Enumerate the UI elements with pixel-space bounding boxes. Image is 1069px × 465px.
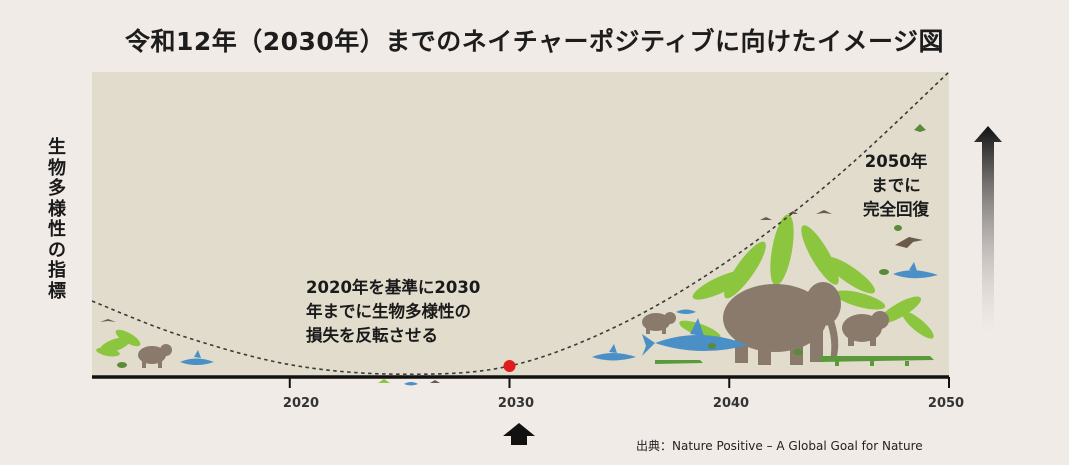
elephant-icon — [642, 312, 676, 334]
annotation-line: 2050年 — [864, 152, 928, 171]
biodiversity-trend-curve — [91, 71, 950, 376]
shark-icon — [893, 262, 938, 279]
target-2030-marker — [503, 360, 516, 372]
y-axis-char: の — [48, 239, 66, 261]
annotation-line: までに — [871, 176, 921, 195]
page-title: 令和12年（2030年）までのネイチャーポジティブに向けたイメージ図 — [124, 27, 945, 56]
gradient-up-arrow-icon — [974, 126, 1002, 334]
annotation-2030-goal: 2020年を基準に2030 年までに生物多様性の 損失を反転させる — [306, 276, 480, 348]
shark-icon — [592, 344, 636, 361]
crocodile-icon — [820, 356, 934, 366]
right-wildlife-cluster — [592, 124, 938, 366]
small-wildlife-cluster — [378, 379, 440, 386]
shark-icon — [180, 350, 214, 365]
up-arrow-icon — [503, 423, 535, 445]
y-axis-char: 様 — [48, 198, 66, 220]
x-tick-label: 2050 — [927, 396, 965, 411]
x-tick-label: 2030 — [497, 396, 535, 411]
y-axis-char: 物 — [48, 157, 66, 179]
annotation-line: 損失を反転させる — [306, 326, 438, 345]
y-axis-char: 生 — [48, 137, 66, 158]
y-axis-char: 性 — [48, 219, 66, 240]
frog-icon — [708, 124, 926, 355]
y-axis-label: 生 物 多 様 性 の 指 標 — [44, 137, 70, 302]
elephant-icon — [138, 344, 172, 368]
annotation-line: 年までに生物多様性の — [306, 302, 471, 321]
y-axis-char: 指 — [48, 260, 66, 281]
x-tick-label: 2040 — [712, 396, 750, 411]
crocodile-icon — [655, 360, 703, 364]
elephant-icon — [723, 282, 841, 365]
bird-icon — [760, 210, 923, 248]
annotation-line: 完全回復 — [863, 200, 929, 219]
y-axis-char: 多 — [48, 178, 66, 199]
x-tick-label: 2020 — [282, 396, 320, 411]
shark-icon — [676, 309, 696, 314]
elephant-icon — [842, 311, 889, 346]
left-wildlife-cluster — [96, 319, 214, 368]
annotation-line: 2020年を基準に2030 — [306, 278, 481, 297]
annotation-2050-goal: 2050年 までに 完全回復 — [846, 150, 946, 222]
y-axis-char: 標 — [48, 280, 66, 302]
shark-icon — [642, 318, 748, 356]
palm-leaf-icon — [96, 329, 141, 357]
bird-icon — [100, 319, 116, 322]
source-credit: 出典：Nature Positive – A Global Goal for N… — [636, 439, 923, 453]
frog-icon — [117, 362, 127, 368]
x-tick-marks — [288, 377, 950, 388]
